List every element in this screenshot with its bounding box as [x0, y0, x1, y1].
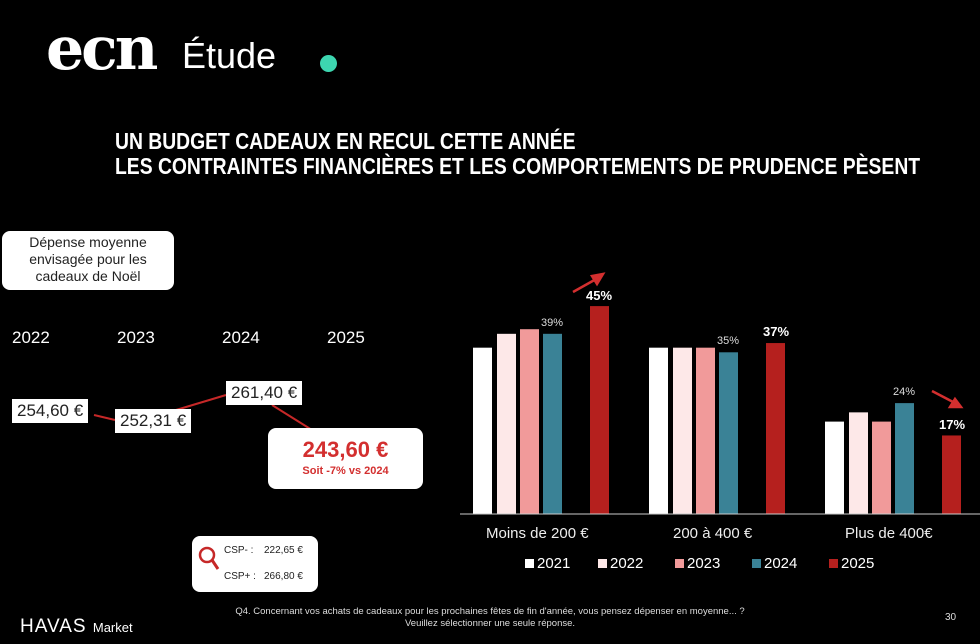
- bar-2022: [849, 412, 868, 514]
- bar-2023: [520, 329, 539, 514]
- year-label: 2022: [12, 328, 50, 347]
- value-2025-box: 243,60 € Soit -7% vs 2024: [268, 428, 423, 489]
- havas-logo: HAVAS Market: [20, 616, 133, 637]
- csp-plus-value: 266,80 €: [264, 571, 303, 582]
- trend-line: [93, 414, 116, 421]
- bar-2025: [942, 435, 961, 514]
- trend-line: [271, 404, 313, 431]
- legend-item: 2022: [598, 555, 643, 572]
- bar-2024: [895, 403, 914, 514]
- csp-minus-label: CSP- :: [224, 545, 254, 556]
- year-label: 2023: [117, 328, 155, 347]
- arrow-down-head: [947, 396, 964, 409]
- value-2022: 254,60 €: [12, 399, 89, 423]
- bar-2021: [649, 347, 668, 514]
- spend-label: Dépense moyenne envisagée pour les cadea…: [2, 231, 174, 290]
- value-2024: 261,40 €: [226, 381, 303, 405]
- footnote: Q4. Concernant vos achats de cadeaux pou…: [235, 606, 745, 629]
- bar-2021: [473, 347, 492, 514]
- bar-2021: [825, 421, 844, 514]
- value-2025: 243,60 €: [302, 437, 389, 462]
- page-number: 30: [945, 612, 957, 623]
- bar-2025: [590, 306, 609, 514]
- data-label: 17%: [938, 417, 966, 432]
- magnifier-icon: [198, 546, 220, 570]
- data-label: 24%: [892, 386, 916, 398]
- change-note: Soit -7% vs 2024: [302, 465, 389, 477]
- value-2023: 252,31 €: [115, 409, 192, 433]
- bar-2025: [766, 343, 785, 514]
- legend-item: 2025: [829, 555, 874, 572]
- bar-2022: [673, 347, 692, 514]
- title-line1: UN BUDGET CADEAUX EN RECUL CETTE ANNÉE: [115, 128, 576, 154]
- csp-minus-value: 222,65 €: [264, 545, 303, 556]
- legend-item: 2024: [752, 555, 797, 572]
- etude-label: Étude: [182, 35, 277, 76]
- category-label: 200 à 400 €: [673, 525, 753, 542]
- legend-item: 2023: [675, 555, 720, 572]
- year-label: 2024: [222, 328, 260, 347]
- ecn-logo: ecn: [46, 14, 158, 84]
- arrow-up-head: [589, 272, 606, 287]
- data-label: 39%: [540, 317, 564, 329]
- csp-plus-label: CSP+ :: [224, 571, 256, 582]
- title-line2: LES CONTRAINTES FINANCIÈRES ET LES COMPO…: [115, 153, 921, 179]
- year-label: 2025: [327, 328, 365, 347]
- data-label: 35%: [716, 335, 740, 347]
- bar-2022: [497, 333, 516, 514]
- data-label: 45%: [585, 288, 613, 303]
- csp-box: CSP- : 222,65 € CSP+ : 266,80 €: [192, 536, 318, 592]
- bar-2023: [696, 347, 715, 514]
- legend-item: 2021: [525, 555, 570, 572]
- data-label: 37%: [762, 324, 790, 339]
- bar-2024: [543, 333, 562, 514]
- accent-dot: [320, 55, 337, 72]
- arrow-down-icon: [931, 389, 956, 405]
- category-label: Moins de 200 €: [486, 525, 589, 542]
- bar-2024: [719, 352, 738, 514]
- category-label: Plus de 400€: [845, 525, 933, 542]
- trend-line: [175, 394, 227, 411]
- bar-2023: [872, 421, 891, 514]
